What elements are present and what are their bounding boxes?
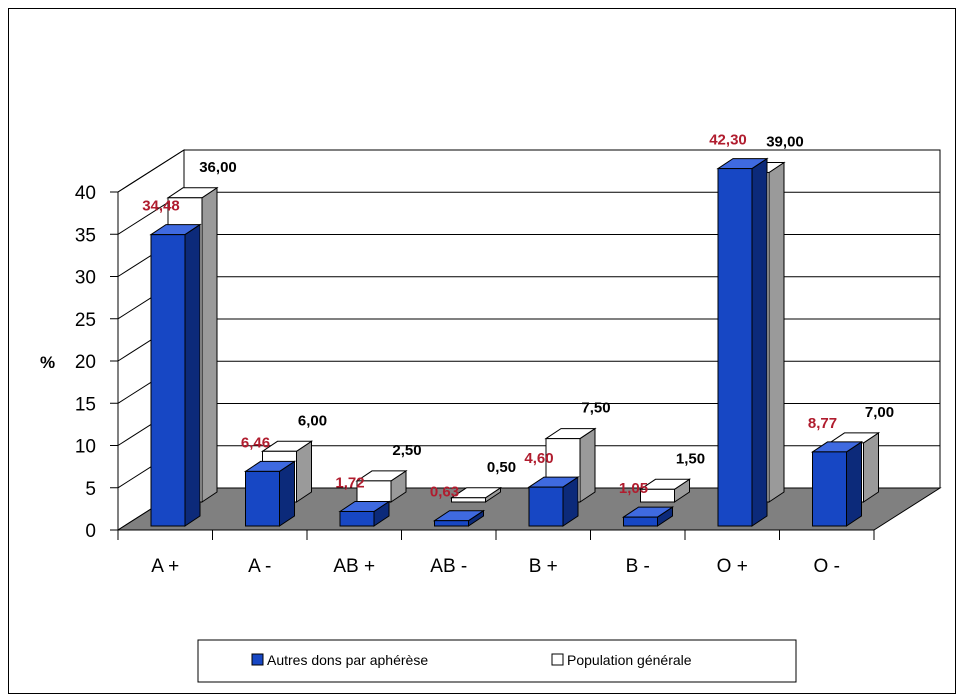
- gridline: [117, 149, 940, 193]
- data-labels: 34,48 36,00 6,46 6,00 1,72 2,50 0,63 0,50 4,60 7,…: [142, 132, 894, 501]
- data-label-population: 1,50: [676, 450, 705, 467]
- data-label-aphérèse: 1,05: [619, 480, 648, 497]
- legend-box: [197, 639, 797, 683]
- data-label-population: 36,00: [199, 159, 237, 176]
- bar-aphérèse: [621, 506, 675, 527]
- bars: [149, 157, 881, 527]
- legend: Autres dons par aphérèse Population génér…: [197, 639, 797, 683]
- y-tick-label: 15: [75, 394, 96, 415]
- data-label-aphérèse: 0,63: [430, 484, 459, 501]
- x-tick-label: B +: [529, 556, 558, 577]
- y-tick-label: 35: [75, 225, 96, 246]
- x-tick-label: AB -: [430, 556, 467, 577]
- x-tick-label: A -: [248, 556, 271, 577]
- bar-aphérèse: [527, 476, 580, 527]
- y-tick-label: 25: [75, 310, 96, 331]
- data-label-aphérèse: 6,46: [241, 434, 270, 451]
- bar-aphérèse: [338, 500, 391, 527]
- data-label-population: 0,50: [487, 459, 516, 476]
- data-label-aphérèse: 1,72: [335, 474, 364, 491]
- y-tick-label: 10: [75, 437, 96, 458]
- legend-swatch: [251, 653, 264, 666]
- bar-aphérèse: [810, 440, 864, 527]
- bar-aphérèse: [432, 509, 486, 527]
- legend-entry: Population générale: [567, 652, 692, 668]
- y-axis-label: %: [40, 353, 55, 372]
- data-label-population: 7,00: [865, 404, 894, 421]
- y-tick-label: 0: [85, 521, 96, 542]
- x-tick-label: B -: [626, 556, 650, 577]
- x-tick-label: O -: [814, 556, 840, 577]
- legend-entry: Autres dons par aphérèse: [267, 652, 428, 668]
- x-tick-label: O +: [717, 556, 748, 577]
- data-label-population: 39,00: [766, 133, 804, 150]
- bar-aphérèse: [243, 460, 297, 527]
- data-label-aphérèse: 4,60: [524, 450, 553, 467]
- y-axis: 0 5 10 15 20 25 30 35 40: [75, 183, 119, 542]
- data-label-aphérèse: 34,48: [142, 198, 180, 215]
- data-label-population: 7,50: [581, 400, 610, 417]
- data-label-aphérèse: 42,30: [709, 132, 747, 149]
- data-label-aphérèse: 8,77: [808, 415, 837, 432]
- x-tick-label: A +: [151, 556, 179, 577]
- y-tick-label: 20: [75, 352, 96, 373]
- y-tick-label: 5: [85, 479, 96, 500]
- bar-population: [449, 486, 503, 503]
- x-tick-label: AB +: [333, 556, 375, 577]
- bar-population: [355, 469, 408, 503]
- y-tick-label: 40: [75, 183, 96, 204]
- bar-population: [638, 478, 692, 503]
- legend-swatch: [551, 653, 564, 666]
- data-label-population: 2,50: [392, 442, 421, 459]
- bar-aphérèse: [149, 223, 202, 527]
- x-axis: A + A - AB + AB - B + B - O + O -: [117, 529, 875, 577]
- y-tick-label: 30: [75, 268, 96, 289]
- bar-aphérèse: [716, 157, 769, 527]
- data-label-population: 6,00: [298, 412, 327, 429]
